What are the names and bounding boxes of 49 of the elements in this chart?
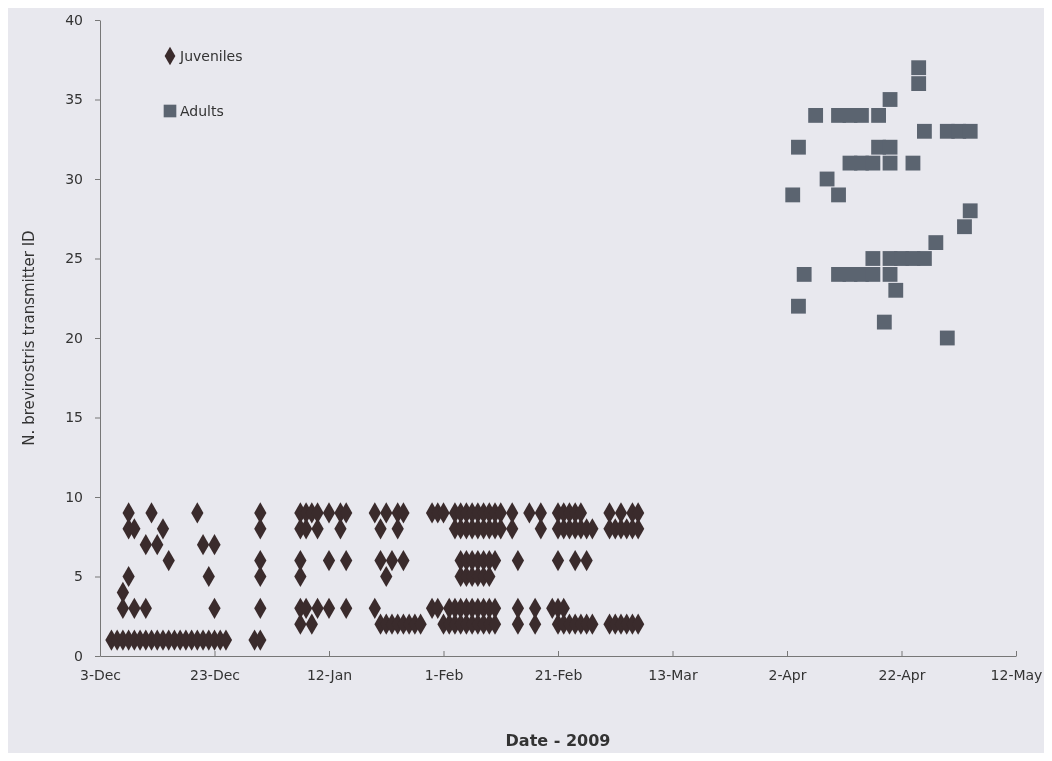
point [785, 187, 801, 203]
legend-label: Juveniles [179, 48, 243, 64]
point [882, 266, 898, 282]
x-tick-label: 12-May [990, 666, 1043, 683]
point [871, 107, 887, 123]
y-tick-label: 40 [65, 11, 83, 28]
point [962, 123, 978, 139]
y-tick-label: 10 [65, 488, 83, 505]
point [962, 203, 978, 219]
point [882, 155, 898, 171]
y-tick-label: 25 [65, 250, 83, 267]
legend-label: Adults [180, 103, 224, 119]
x-tick-label: 13-Mar [648, 666, 698, 683]
y-tick-label: 20 [65, 329, 83, 346]
point [957, 219, 972, 235]
point [911, 76, 927, 92]
point [796, 266, 812, 282]
point [911, 60, 927, 76]
x-tick-label: 12-Jan [306, 666, 353, 683]
x-tick-label: 2-Apr [768, 666, 807, 683]
point [882, 139, 898, 155]
y-tick-label: 35 [65, 91, 83, 108]
point [916, 251, 932, 266]
point [916, 123, 932, 139]
point [928, 235, 944, 251]
point [888, 282, 904, 298]
x-tick-label: 3-Dec [79, 666, 122, 683]
point [791, 298, 806, 314]
point [865, 155, 881, 171]
point [831, 187, 846, 203]
x-tick-label: 22-Apr [878, 666, 926, 683]
point [939, 330, 955, 346]
x-tick-label: 1-Feb [424, 666, 464, 683]
point [876, 314, 892, 330]
y-tick-label: 15 [65, 409, 83, 426]
point [854, 107, 869, 123]
point [865, 266, 881, 282]
x-tick-label: 23-Dec [190, 666, 240, 683]
x-axis-title: Date - 2009 [505, 731, 611, 750]
point [882, 92, 898, 107]
point [808, 107, 824, 123]
y-tick-label: 5 [74, 568, 83, 585]
y-tick-label: 0 [74, 647, 83, 664]
point [905, 155, 921, 171]
x-tick-label: 21-Feb [534, 666, 583, 683]
y-tick-label: 30 [65, 170, 83, 187]
point [791, 139, 806, 155]
point [865, 251, 881, 266]
y-axis-title: N. brevirostris transmitter ID [20, 230, 38, 446]
